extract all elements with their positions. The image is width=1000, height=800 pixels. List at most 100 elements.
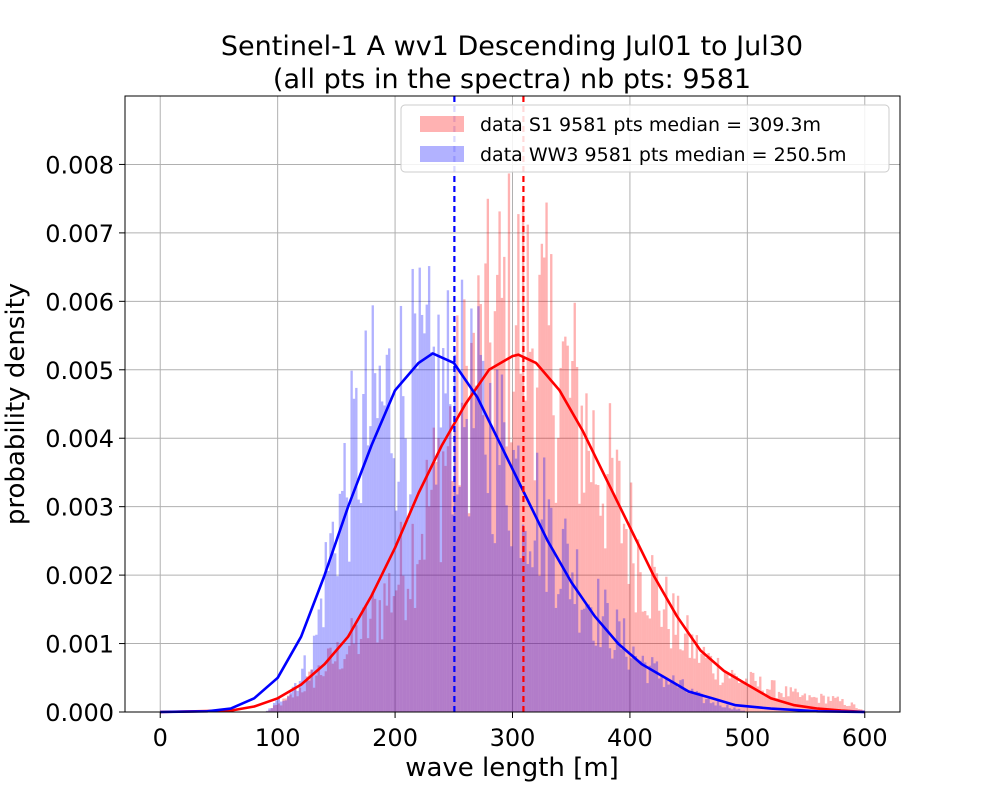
histogram-bar [568,599,572,712]
histogram-bar [489,342,492,712]
histogram-bar [512,449,515,712]
histogram-bar [789,687,792,712]
histogram-bar [766,688,769,712]
histogram-bar [352,398,356,712]
histogram-bar [465,365,468,712]
histogram-bar [392,596,396,712]
histogram-bar [355,625,358,712]
histogram-bar [324,542,327,712]
histogram-bar [470,342,473,712]
histogram-bar [418,559,421,712]
histogram-bar [634,612,637,712]
histogram-bar [730,669,734,712]
histogram-bar [423,333,426,712]
histogram-bar [392,458,396,712]
histogram-bar [803,693,807,712]
histogram-bar [378,600,381,712]
histogram-bar [338,493,342,712]
histogram-bar [597,578,600,712]
fit-curve-ww3 [160,352,865,714]
histogram-bar [726,704,729,712]
histogram-bar [561,341,565,712]
histogram-bar [481,360,485,712]
histogram-bar [268,708,271,712]
histogram-bar [573,302,576,712]
histogram-bar [369,426,372,712]
histogram-bar [416,368,419,712]
histogram-bar [571,572,574,712]
histogram-bar [322,627,325,712]
histogram-bar [503,422,506,712]
histogram-bar [324,671,327,712]
y-tick-label: 0.007 [45,220,114,248]
histogram-bar [317,609,320,712]
histogram-bar [395,590,398,712]
histogram-bar [362,394,365,712]
histogram-bar [709,703,713,712]
legend: data S1 9581 pts median = 309.3m data WW… [400,104,890,173]
histogram-bar [507,173,511,712]
histogram-bar [693,658,696,712]
histogram-bar [366,638,370,712]
histogram-bar [510,546,513,712]
histogram-bar [702,703,706,712]
histogram-bar [528,351,532,712]
histogram-bar [270,708,273,712]
histogram-bar [737,682,741,712]
histogram-bar [526,564,529,712]
histogram-bar [519,558,522,712]
tick-marks: 0 100 200 300 400 500 600 0.000 0.001 0.002 0.003 0… [45,151,887,752]
histogram-bar [312,687,316,712]
histogram-bar [578,632,581,712]
histogram-bar [409,599,412,712]
histogram-bar [728,708,731,712]
histogram-bar [496,369,499,712]
histogram-bar [672,593,675,712]
histogram-bar [784,686,788,712]
histogram-bar [716,657,720,712]
histogram-ww3 [265,266,748,712]
histogram-bar [538,575,541,712]
histogram-bar [606,474,609,712]
histogram-bar [500,374,504,712]
histogram-bar [411,523,414,712]
histogram-bar [298,681,302,712]
histogram-bar [700,693,703,712]
histogram-bar [841,699,844,712]
histogram-bar [402,575,405,712]
legend-frame [400,104,890,173]
histogram-bar [742,681,745,712]
histogram-bar [721,682,724,712]
histogram-bar [484,454,487,712]
histogram-bar [329,533,332,712]
histogram-bar [406,588,410,712]
histogram-bar [582,608,586,712]
histogram-bar [432,346,435,712]
histogram-bar [531,567,534,712]
histogram-bar [275,704,278,712]
histogram-bar [674,684,677,712]
histogram-bar [554,607,558,712]
histogram-bar [371,305,374,712]
histogram-bar [388,573,391,712]
histogram-bar [388,348,391,712]
histogram-bar [291,697,295,712]
histogram-bar [655,661,659,712]
histogram-bar [326,648,330,712]
histogram-bar [733,673,736,712]
histogram-bar [705,699,708,712]
histogram-bar [742,710,745,712]
histogram-bar [479,354,482,712]
histogram-bar [613,650,616,712]
histogram-bar [592,410,595,712]
histogram-bar [686,615,689,712]
histogram-bar [702,646,706,712]
histogram-bar [519,373,522,712]
histogram-bar [719,685,722,712]
histogram-bar [305,677,309,712]
histogram-bar [533,540,536,712]
histogram-bar [383,405,386,712]
histogram-bar [432,427,435,712]
histogram-bar [625,656,628,712]
y-tick-label: 0.004 [45,425,114,453]
